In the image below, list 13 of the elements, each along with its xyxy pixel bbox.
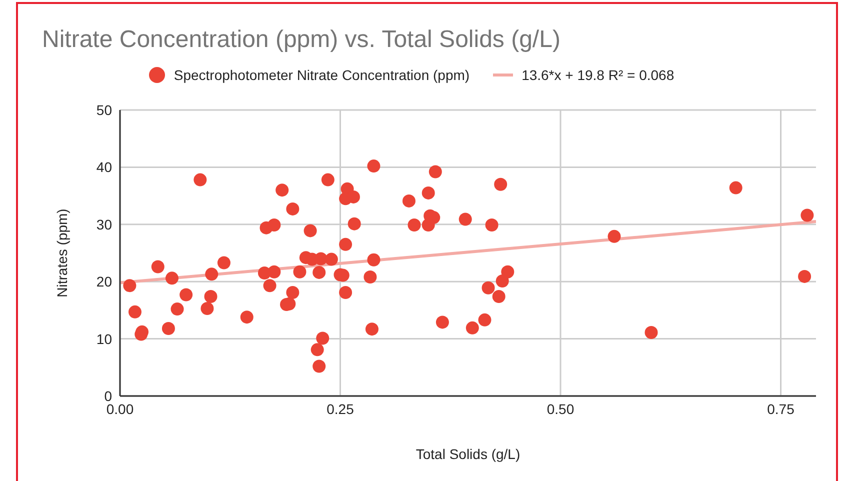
y-tick-label: 40 xyxy=(96,159,112,176)
y-tick-label: 50 xyxy=(96,102,112,118)
x-tick-label: 0.75 xyxy=(767,400,795,417)
y-tick-label: 10 xyxy=(96,330,112,347)
x-tick-label: 0.50 xyxy=(546,400,574,417)
x-axis-title: Total Solids (g/L) xyxy=(416,446,520,462)
chart-title: Nitrate Concentration (ppm) vs. Total Solids (g/L) xyxy=(42,26,560,54)
y-axis-title: Nitrates (ppm) xyxy=(54,208,70,298)
legend-label: 13.6*x + 19.8 R² = 0.068 xyxy=(522,67,674,83)
legend-label: Spectrophotometer Nitrate Concentration (ppm) xyxy=(174,67,470,83)
y-tick-label: 30 xyxy=(96,216,112,232)
y-tick-label: 20 xyxy=(96,274,112,290)
x-tick-label: 0.25 xyxy=(326,400,354,417)
